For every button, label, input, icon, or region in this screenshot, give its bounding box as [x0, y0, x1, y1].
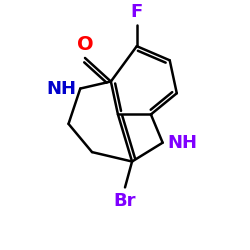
Text: NH: NH	[167, 134, 197, 152]
Text: F: F	[131, 3, 143, 21]
Text: NH: NH	[46, 80, 76, 98]
Text: O: O	[77, 35, 93, 54]
Text: Br: Br	[114, 192, 136, 210]
